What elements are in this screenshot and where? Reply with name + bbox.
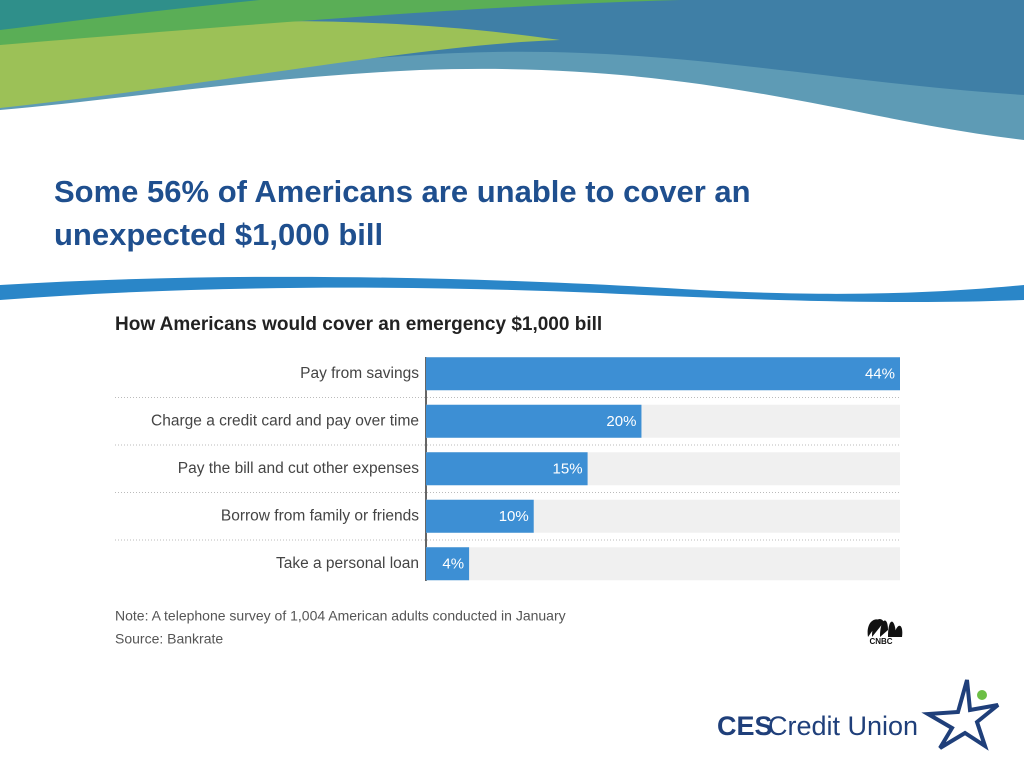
bar: [426, 452, 588, 486]
logo-bold: CES: [717, 711, 773, 741]
chart-note: Note: A telephone survey of 1,004 Americ…: [115, 608, 566, 624]
category-label: Take a personal loan: [276, 555, 419, 572]
category-label: Borrow from family or friends: [221, 507, 419, 524]
header-wave: [0, 0, 680, 45]
value-label: 10%: [499, 508, 529, 525]
value-label: 15%: [553, 461, 583, 478]
bar: [426, 499, 534, 533]
value-label: 44%: [865, 366, 895, 383]
logo-text: Credit Union: [768, 711, 918, 741]
chart-title: How Americans would cover an emergency $…: [115, 314, 602, 335]
value-label: 4%: [442, 556, 464, 573]
header-wave: [0, 21, 560, 108]
chart: How Americans would cover an emergency $…: [115, 314, 903, 647]
chart-source: Source: Bankrate: [115, 631, 223, 647]
bar: [426, 547, 470, 581]
header-wave: [0, 0, 260, 30]
category-label: Pay the bill and cut other expenses: [178, 460, 420, 477]
slide-title: Some 56% of Americans are unable to cove…: [54, 174, 751, 252]
bar: [426, 404, 642, 438]
logo-dot: [977, 690, 987, 700]
divider-swoosh: [0, 276, 1024, 303]
ces-logo: CES Credit Union: [717, 679, 1000, 751]
bar-track: [426, 547, 900, 581]
logo-star: [921, 679, 1000, 751]
category-label: Pay from savings: [300, 365, 419, 382]
value-label: 20%: [606, 413, 636, 430]
category-label: Charge a credit card and pay over time: [151, 412, 419, 429]
cnbc-logo: CNBC: [867, 618, 903, 646]
bar: [426, 357, 900, 391]
cnbc-text: CNBC: [869, 637, 892, 646]
